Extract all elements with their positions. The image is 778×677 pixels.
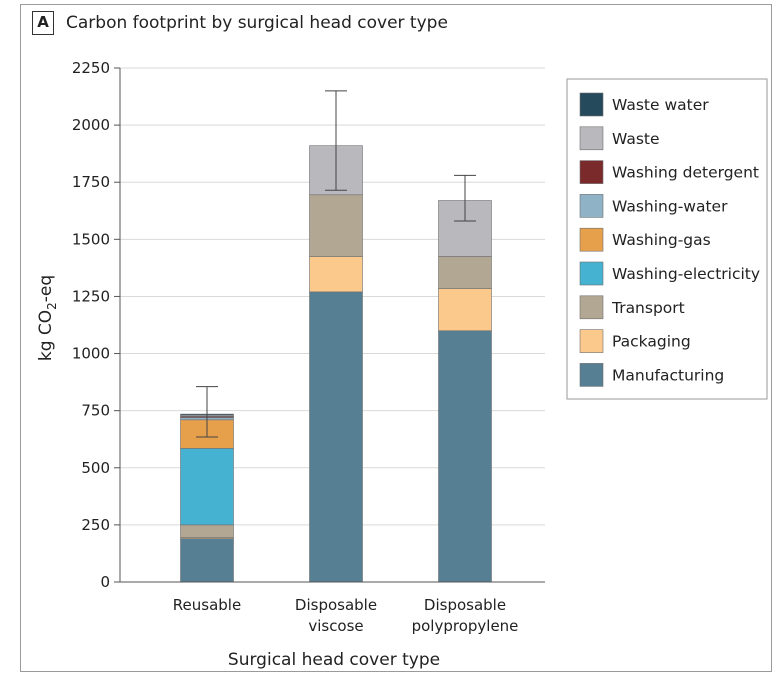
legend: Waste water Waste Washing detergent Washing… — [566, 78, 768, 400]
y-tick-label: 1250 — [72, 287, 110, 305]
panel-letter: A — [32, 11, 54, 35]
legend-label: Waste water — [612, 96, 709, 114]
legend-swatch — [579, 194, 604, 218]
bars — [180, 145, 492, 583]
bar-segment — [309, 256, 363, 293]
bar-segment — [438, 330, 492, 583]
chart-title: Carbon footprint by surgical head cover … — [66, 13, 448, 33]
bar-segment — [180, 448, 234, 526]
legend-swatch — [579, 363, 604, 387]
y-tick-label: 1500 — [72, 230, 110, 248]
legend-swatch — [579, 261, 604, 286]
x-axis-title: Surgical head cover type — [228, 650, 440, 670]
y-tick-label: 0 — [100, 573, 110, 591]
legend-label: Washing-gas — [612, 231, 711, 249]
y-tick-label: 1750 — [72, 173, 110, 191]
x-tick-label: Disposable — [424, 596, 506, 614]
bar-segment — [180, 524, 234, 538]
y-axis-title: kg CO2-eq — [36, 275, 59, 361]
y-tick-label: 1000 — [72, 345, 110, 363]
legend-label: Manufacturing — [612, 366, 724, 384]
legend-swatch — [579, 160, 604, 184]
legend-swatch — [579, 295, 604, 320]
legend-label: Waste — [612, 130, 660, 148]
legend-swatch — [579, 329, 604, 353]
bar-segment — [438, 288, 492, 332]
bar-segment — [438, 256, 492, 289]
legend-label: Packaging — [612, 333, 691, 351]
legend-label: Transport — [611, 299, 685, 317]
legend-swatch — [579, 126, 604, 151]
legend-label: Washing detergent — [612, 164, 759, 182]
legend-swatch — [579, 227, 604, 252]
error-bars — [196, 90, 476, 438]
bar-segment — [180, 538, 234, 583]
legend-label: Washing-water — [612, 197, 728, 215]
x-tick-label: polypropylene — [412, 617, 519, 635]
bar-segment — [309, 291, 363, 583]
axes: 0 250 500 750 1000 1250 1500 1750 2000 2250 Reusab… — [72, 59, 545, 635]
legend-swatch — [579, 92, 604, 117]
y-tick-label: 750 — [81, 402, 110, 420]
y-tick-label: 250 — [81, 516, 110, 534]
y-tick-label: 2250 — [72, 59, 110, 77]
x-tick-label: Disposable — [295, 596, 377, 614]
y-tick-label: 500 — [81, 459, 110, 477]
y-tick-label: 2000 — [72, 116, 110, 134]
x-tick-label: viscose — [308, 617, 363, 635]
legend-label: Washing-electricity — [612, 265, 760, 283]
x-tick-label: Reusable — [173, 596, 241, 614]
bar-segment — [309, 194, 363, 257]
